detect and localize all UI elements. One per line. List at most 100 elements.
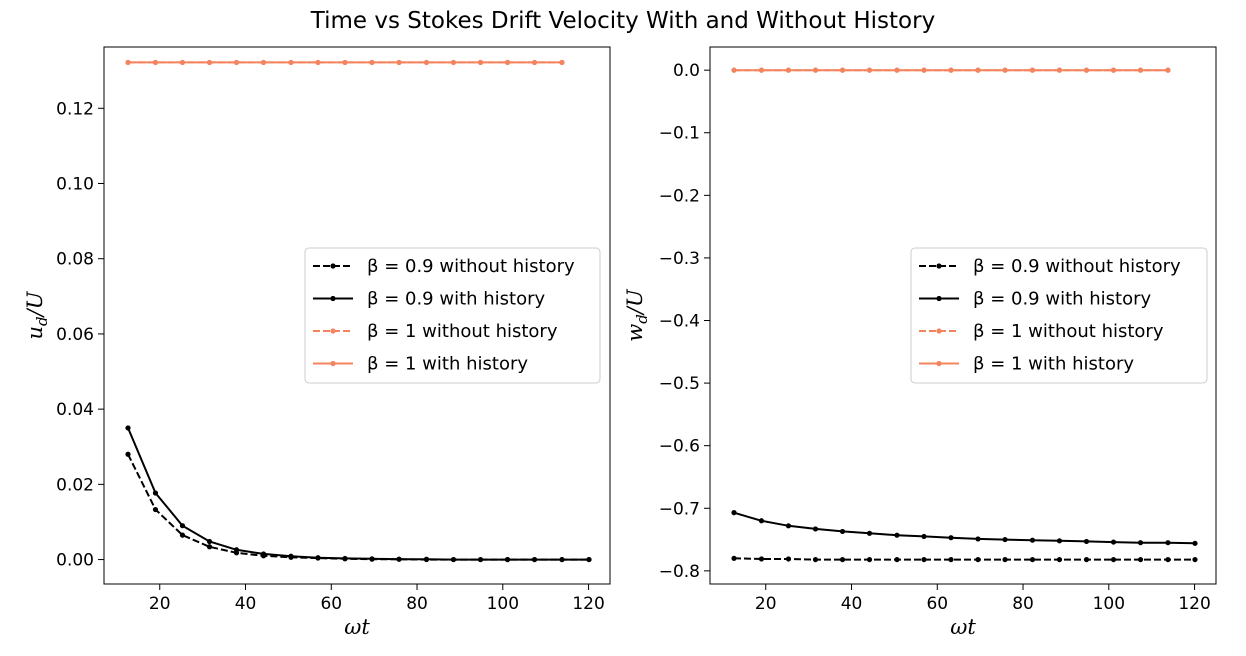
data-point — [233, 59, 240, 66]
y-tick-label: 0.0 — [673, 61, 700, 81]
y-tick-label: 0.08 — [56, 250, 94, 270]
y-tick-label: 0.06 — [56, 325, 94, 345]
data-point — [152, 59, 159, 66]
data-point — [866, 67, 873, 73]
data-point — [1029, 67, 1036, 73]
data-point — [288, 553, 294, 559]
data-point — [125, 59, 131, 66]
x-tick-label: 60 — [926, 594, 948, 614]
data-point — [179, 59, 186, 66]
legend-marker — [330, 328, 336, 334]
data-point — [315, 555, 321, 561]
series-line — [733, 557, 1195, 561]
series-1 — [731, 555, 1198, 563]
legend-box — [304, 247, 601, 384]
data-point — [288, 59, 294, 66]
data-point — [1029, 537, 1036, 543]
data-point — [839, 556, 846, 563]
data-point — [125, 425, 131, 431]
data-point — [812, 556, 819, 563]
y-tick-label: −0.2 — [659, 186, 700, 206]
data-point — [1137, 67, 1144, 73]
data-point — [1137, 540, 1144, 546]
data-point — [369, 556, 375, 562]
data-point — [1165, 540, 1171, 546]
data-point — [975, 556, 981, 563]
legend: β = 0.9 without history β = 0.9 with hist… — [910, 247, 1208, 384]
series-2 — [731, 510, 1198, 546]
series-line — [733, 511, 1196, 545]
data-point — [731, 555, 737, 561]
series-4 — [731, 67, 1171, 73]
chart-panel-2: 20 40 60 80 100 120 0.0 −0.1 −0.2 −0.3 −0.4 −0.5 −0.… — [623, 46, 1217, 639]
data-point — [206, 544, 213, 550]
y-tick-label: 0.02 — [56, 475, 94, 495]
x-tick-label: 80 — [406, 594, 428, 614]
chart-panel-1: 20 40 60 80 100 120 0.00 0.02 0.04 0.06 0.08 0.10 0.… — [23, 46, 611, 639]
y-tick-label: −0.1 — [659, 124, 700, 144]
legend-entry-label: β = 0.9 with history — [367, 289, 546, 310]
data-point — [731, 510, 737, 516]
data-point — [206, 538, 213, 545]
data-point — [758, 556, 765, 562]
legend-marker — [330, 360, 336, 367]
data-point — [531, 556, 538, 563]
y-tick-label: −0.8 — [659, 562, 700, 582]
data-point — [1110, 539, 1117, 545]
x-tick-label: 120 — [572, 594, 604, 614]
data-point — [179, 523, 186, 529]
data-point — [423, 59, 430, 66]
x-tick-label: 40 — [235, 594, 257, 614]
data-point — [839, 528, 846, 535]
x-tick-label: 100 — [487, 594, 519, 614]
data-point — [839, 67, 846, 73]
series-2 — [125, 425, 592, 563]
y-tick-label: −0.7 — [659, 499, 700, 519]
data-point — [731, 67, 737, 73]
x-tick-label: 80 — [1012, 594, 1034, 614]
data-point — [342, 59, 348, 66]
data-point — [975, 67, 981, 73]
data-point — [477, 556, 484, 563]
legend-entry-label: β = 1 with history — [367, 354, 528, 375]
legend-marker — [330, 263, 336, 269]
data-point — [531, 59, 538, 66]
series-1 — [125, 451, 592, 563]
data-point — [921, 556, 927, 563]
data-point — [1110, 67, 1117, 73]
data-point — [1083, 556, 1090, 563]
figure-title: Time vs Stokes Drift Velocity With and W… — [310, 8, 936, 34]
legend-entry-label: β = 0.9 without history — [973, 256, 1181, 277]
series-4 — [125, 59, 565, 66]
x-tick-label: 40 — [841, 594, 863, 614]
data-point — [559, 556, 565, 563]
x-tick-label: 120 — [1178, 594, 1210, 614]
y-axis-label: ud/U — [23, 290, 51, 339]
x-tick-label: 100 — [1093, 594, 1125, 614]
data-point — [1192, 540, 1198, 546]
series-line — [127, 453, 589, 561]
y-tick-label: −0.6 — [659, 437, 700, 457]
data-point — [559, 59, 565, 66]
data-point — [369, 59, 375, 66]
data-point — [206, 59, 213, 66]
data-point — [1056, 67, 1063, 73]
y-tick-label: −0.5 — [659, 374, 700, 394]
x-tick-label: 60 — [320, 594, 342, 614]
data-point — [866, 556, 873, 563]
data-point — [921, 533, 927, 540]
data-point — [450, 556, 457, 563]
y-tick-label: 0.00 — [56, 551, 94, 571]
data-point — [948, 67, 954, 73]
legend-entry-label: β = 1 without history — [367, 321, 558, 342]
data-point — [785, 67, 792, 73]
data-point — [504, 59, 511, 66]
data-point — [1083, 538, 1090, 545]
legend-entry-label: β = 0.9 without history — [367, 256, 575, 277]
x-axis-label: ωt — [344, 615, 370, 639]
data-point — [1002, 67, 1008, 73]
data-point — [423, 556, 430, 562]
data-point — [1002, 536, 1008, 543]
data-point — [894, 67, 900, 73]
legend-entry-label: β = 1 with history — [973, 354, 1134, 375]
